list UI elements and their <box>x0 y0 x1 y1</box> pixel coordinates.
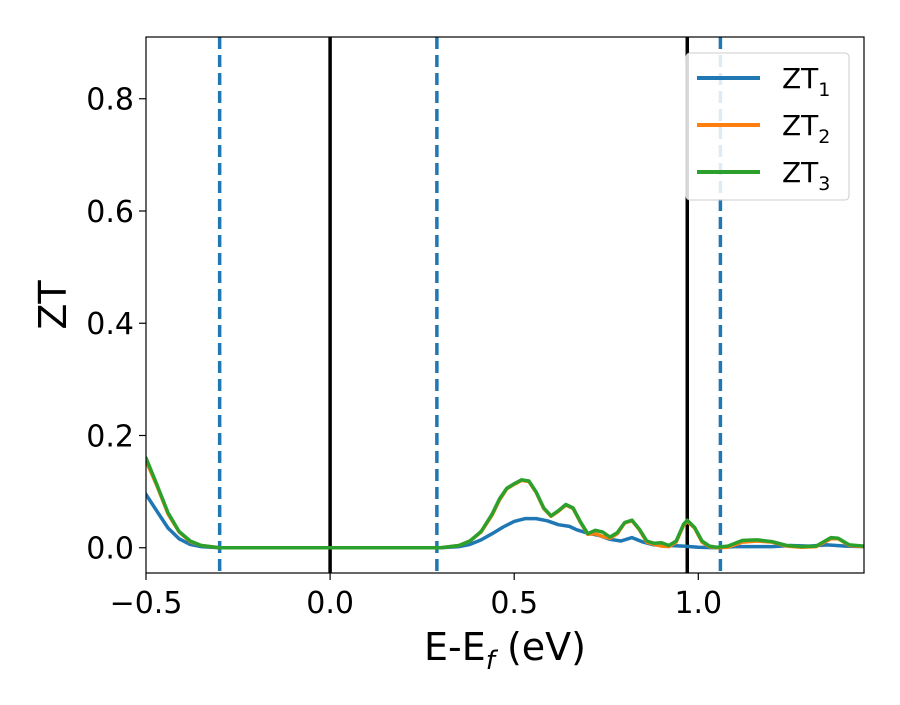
y-tick-label: 0.0 <box>86 532 134 567</box>
y-axis-label: ZT <box>31 280 75 330</box>
y-axis: 0.0 0.2 0.4 0.6 0.8 <box>86 83 146 567</box>
x-tick-label: 0.0 <box>306 586 354 621</box>
y-tick-label: 0.4 <box>86 307 134 342</box>
y-tick-label: 0.6 <box>86 195 134 230</box>
legend-box <box>685 52 850 201</box>
legend-label-zt1: ZT1 <box>782 62 830 101</box>
y-tick-label: 0.2 <box>86 419 134 454</box>
x-tick-label: 0.5 <box>490 586 538 621</box>
x-axis: −0.5 0.0 0.5 1.0 <box>110 573 722 621</box>
series-line-zt3 <box>146 456 864 550</box>
x-axis-label: E-Ef (eV) <box>424 625 586 676</box>
legend: ZT1 ZT2 ZT3 <box>685 52 850 201</box>
x-tick-label: −0.5 <box>110 586 183 621</box>
series-layer <box>146 456 864 550</box>
x-tick-label: 1.0 <box>674 586 722 621</box>
plot-frame <box>145 36 865 574</box>
y-tick-label: 0.8 <box>86 83 134 118</box>
legend-label-zt2: ZT2 <box>782 109 830 148</box>
legend-label-zt3: ZT3 <box>782 156 830 195</box>
